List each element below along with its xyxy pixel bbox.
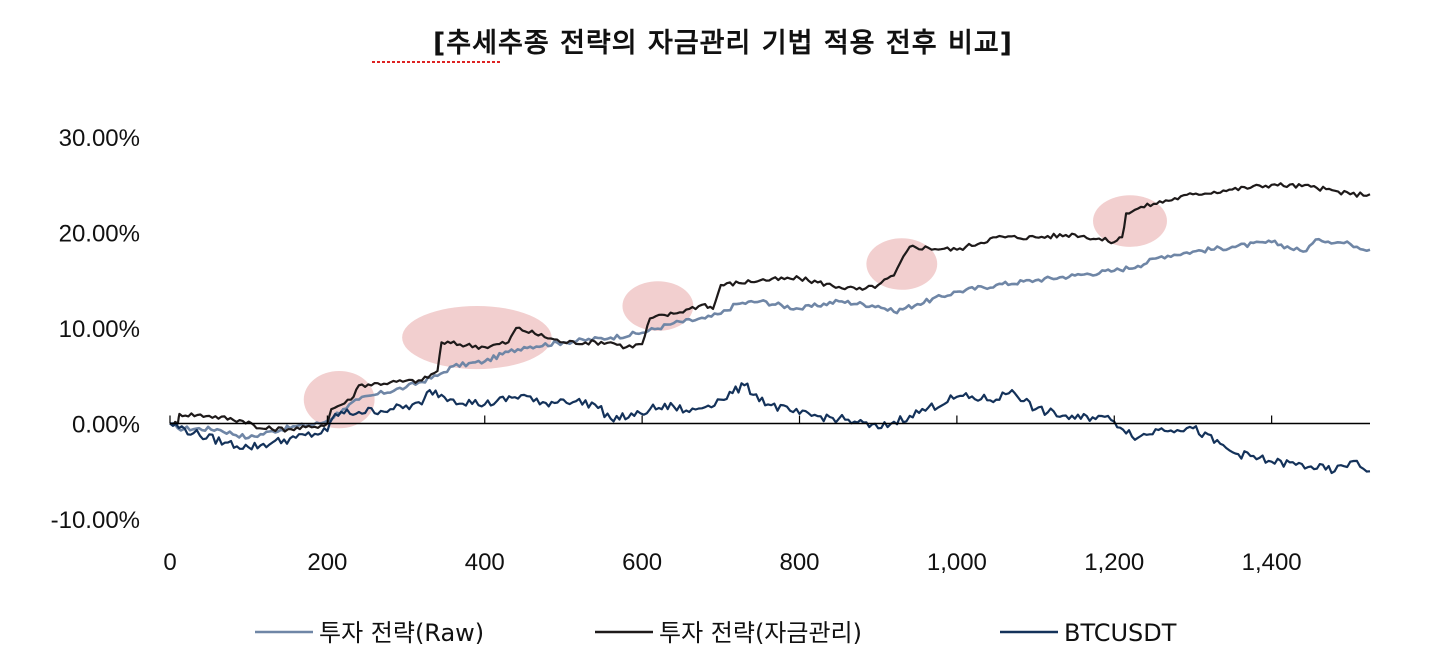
legend-label-3: BTCUSDT: [1064, 619, 1177, 647]
series-line-2: [169, 182, 1371, 433]
y-tick-label-1: 20.00%: [59, 221, 140, 248]
y-tick-label-3: 0.00%: [72, 412, 140, 439]
x-tick-label-5: 1,000: [927, 549, 987, 576]
highlight-ellipse-3: [622, 281, 694, 331]
highlight-ellipse-4: [866, 238, 938, 290]
y-tick-label-2: 10.00%: [59, 316, 140, 343]
x-tick-label-4: 800: [779, 549, 819, 576]
highlight-ellipse-2: [402, 306, 552, 370]
x-tick-label-6: 1,200: [1084, 549, 1144, 576]
series-line-1: [169, 237, 1371, 440]
x-tick-label-7: 1,400: [1242, 549, 1302, 576]
legend-label-2: 투자 전략(자금관리): [659, 619, 862, 647]
highlight-ellipse-5: [1093, 195, 1167, 247]
y-tick-label-0: 30.00%: [59, 125, 140, 152]
series-line-3: [169, 382, 1371, 475]
x-tick-label-2: 400: [465, 549, 505, 576]
x-tick-label-3: 600: [622, 549, 662, 576]
highlight-ellipse-1: [303, 370, 375, 429]
x-tick-label-0: 0: [163, 549, 176, 576]
x-tick-label-1: 200: [307, 549, 347, 576]
legend-label-1: 투자 전략(Raw): [319, 619, 484, 647]
chart-title: [추세추종 전략의 자금관리 기법 적용 전후 비교]: [433, 28, 1013, 59]
y-tick-label-4: -10.00%: [51, 507, 140, 534]
